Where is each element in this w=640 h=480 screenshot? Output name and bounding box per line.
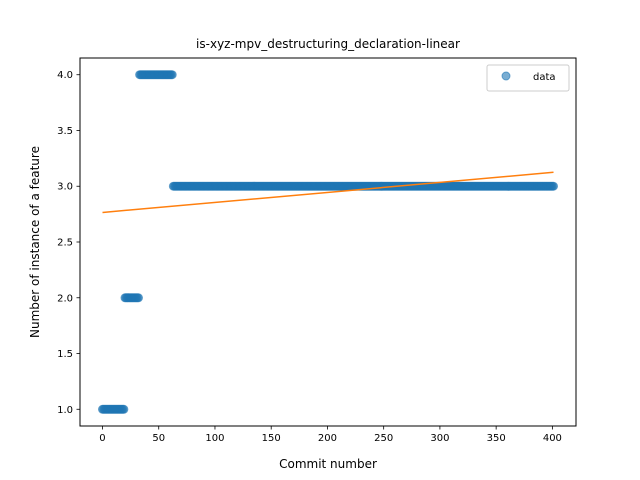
y-tick-label: 1.5 — [57, 349, 73, 360]
x-tick-label: 400 — [543, 433, 562, 444]
data-point — [549, 181, 559, 191]
x-tick-label: 300 — [430, 433, 449, 444]
y-tick-label: 4.0 — [57, 70, 73, 81]
chart-title: is-xyz-mpv_destructuring_declaration-lin… — [196, 37, 460, 51]
data-point — [167, 70, 177, 80]
legend: data — [486, 64, 570, 92]
x-tick-label: 50 — [152, 433, 165, 444]
y-tick-label: 1.0 — [57, 405, 73, 416]
axis-ticks: 0 50 100 150 200 250 300 350 400 1.0 1.5 2.0 2.5 3.0 3… — [57, 70, 562, 444]
y-axis-title: Number of instance of a feature — [28, 146, 42, 338]
x-tick-label: 200 — [318, 433, 337, 444]
y-tick-label: 2.0 — [57, 293, 73, 304]
x-tick-label: 250 — [374, 433, 393, 444]
data-point — [133, 293, 143, 303]
x-tick-label: 0 — [99, 433, 105, 444]
y-tick-label: 2.5 — [57, 238, 73, 249]
x-tick-label: 100 — [205, 433, 224, 444]
y-tick-label: 3.0 — [57, 182, 73, 193]
x-tick-label: 150 — [262, 433, 281, 444]
legend-label-data: data — [533, 72, 556, 83]
y-tick-label: 3.5 — [57, 126, 73, 137]
plot-frame — [79, 57, 577, 427]
fit-line-group — [102, 171, 554, 214]
x-tick-label: 350 — [487, 433, 506, 444]
data-point — [119, 404, 129, 414]
legend-box — [486, 64, 570, 92]
x-axis-title: Commit number — [279, 457, 377, 471]
data-points — [97, 70, 559, 414]
trend-line — [102, 171, 554, 214]
legend-marker — [501, 71, 511, 81]
